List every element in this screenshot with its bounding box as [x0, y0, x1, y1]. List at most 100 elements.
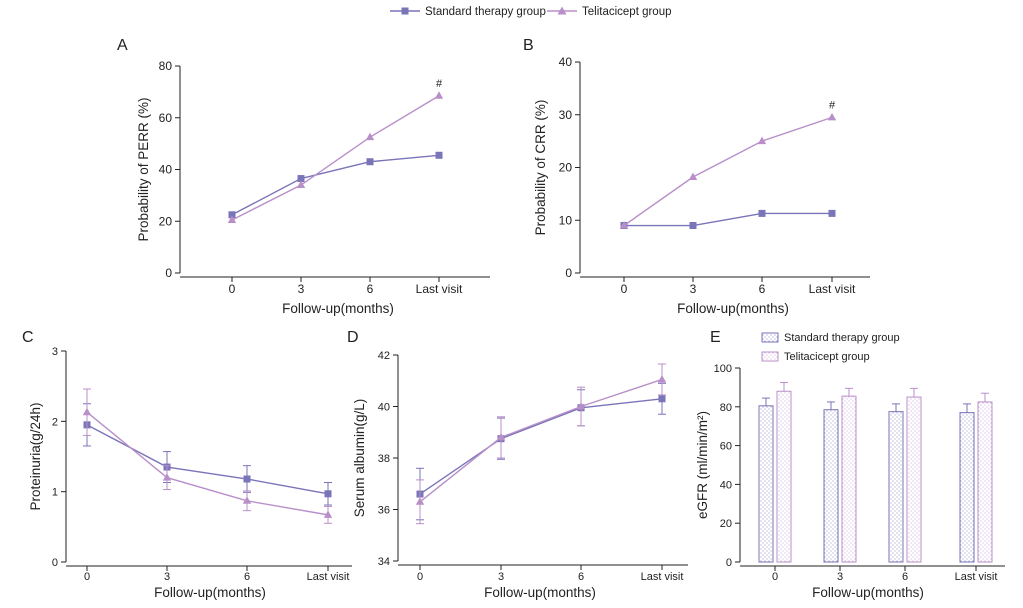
y-tick-label: 38 [378, 453, 390, 465]
data-point [658, 395, 666, 403]
series-telitacicept [227, 91, 444, 223]
data-point [324, 490, 332, 498]
x-tick-label: 6 [759, 282, 766, 296]
y-axis-title: Serum albumin(g/L) [352, 399, 367, 518]
series-telitacicept [415, 363, 667, 525]
x-axis-title: Follow-up(months) [484, 585, 596, 600]
y-tick-label: 36 [378, 505, 390, 517]
panel-b: B 0 10 20 30 40 0 3 6 Last visit Follow-up(months)… [523, 37, 870, 316]
y-axis-title: Probability of CRR (%) [533, 100, 548, 236]
x-tick-label: 3 [837, 571, 843, 583]
data-point [827, 112, 837, 121]
series-line [419, 378, 663, 503]
y-tick-label: 40 [559, 55, 573, 69]
bar [906, 396, 922, 563]
bar [888, 411, 904, 563]
y-tick-label: 100 [714, 363, 732, 375]
legend-telitacicept: Telitacicept group [547, 6, 672, 18]
x-axis-title: Follow-up(months) [282, 301, 394, 316]
x-tick-label: Last visit [307, 571, 350, 583]
bar [758, 405, 774, 563]
y-tick-label: 3 [52, 346, 58, 358]
y-tick-label: 0 [165, 266, 172, 280]
series-line [86, 424, 329, 495]
y-tick-label: 40 [159, 163, 173, 177]
y-axis-title: eGFR (ml/min/m²) [695, 411, 710, 519]
data-point [434, 91, 444, 99]
legend-standard: Standard therapy group [390, 6, 546, 18]
data-point [227, 215, 237, 223]
x-tick-label: 0 [229, 282, 236, 296]
y-tick-label: 42 [378, 350, 390, 362]
x-tick-label: 3 [164, 571, 170, 583]
panel-label: B [523, 37, 534, 54]
y-tick-label: 60 [720, 441, 732, 453]
data-point [296, 180, 306, 189]
x-tick-label: 6 [902, 571, 908, 583]
y-tick-label: 34 [378, 556, 390, 568]
y-tick-label: 0 [726, 557, 732, 569]
y-tick-label: 20 [559, 161, 573, 175]
series-standard [620, 209, 836, 230]
triangle-marker-icon [557, 6, 567, 15]
panel-label: D [347, 329, 359, 346]
bar [823, 409, 839, 563]
legend-standard-label: Standard therapy group [425, 6, 546, 18]
panel-label: A [117, 37, 128, 54]
series-telitacicept [776, 382, 993, 563]
panel-e: E 0 20 40 60 80 100 0 3 6 Last visit Follow-up(mont… [695, 329, 1005, 600]
legend-telitacicept-label: Telitacicept group [582, 6, 672, 18]
x-axis-title: Follow-up(months) [677, 301, 789, 316]
series-line [231, 95, 440, 221]
panel-label: C [22, 329, 34, 346]
panel-legend-label: Standard therapy group [784, 332, 900, 344]
y-tick-label: 0 [52, 557, 58, 569]
x-tick-label: 0 [417, 571, 423, 583]
series-standard [416, 382, 666, 521]
x-tick-label: Last visit [416, 282, 463, 296]
data-point [657, 374, 667, 383]
data-point [619, 221, 629, 229]
significance-marker: # [436, 78, 443, 90]
y-tick-label: 20 [720, 518, 732, 530]
x-tick-label: 6 [578, 571, 584, 583]
bar [776, 390, 792, 563]
top-legend: Standard therapy group Telitacicept grou… [390, 6, 672, 18]
y-axis-title: Proteinuria(g/24h) [28, 402, 43, 510]
y-tick-label: 40 [720, 479, 732, 491]
data-point [162, 473, 172, 481]
x-tick-label: Last visit [641, 571, 684, 583]
series-telitacicept [619, 112, 837, 229]
data-point [435, 151, 443, 159]
x-tick-label: 0 [772, 571, 778, 583]
significance-marker: # [829, 99, 836, 111]
y-tick-label: 2 [52, 416, 58, 428]
x-tick-label: 3 [298, 282, 305, 296]
y-axis-title: Probability of PERR (%) [136, 97, 151, 241]
data-point [82, 407, 92, 416]
data-point [415, 497, 425, 505]
data-point [688, 172, 698, 180]
y-tick-label: 60 [159, 111, 173, 125]
data-point [243, 475, 251, 483]
x-tick-label: 3 [498, 571, 504, 583]
panel-c: C 0 1 2 3 0 3 6 Last visit Follow-up(months) Prote… [22, 329, 352, 600]
y-tick-label: 80 [720, 402, 732, 414]
y-tick-label: 10 [559, 213, 573, 227]
legend-standard-swatch [761, 332, 779, 343]
data-point [758, 209, 766, 217]
y-tick-label: 1 [52, 487, 58, 499]
x-tick-label: 0 [621, 282, 628, 296]
data-point [757, 136, 767, 145]
y-tick-label: 20 [159, 214, 173, 228]
data-point [828, 209, 836, 217]
data-point [228, 211, 236, 219]
series-line [231, 154, 440, 216]
panel-label: E [710, 329, 721, 346]
x-tick-label: 6 [367, 282, 374, 296]
bar [959, 412, 975, 563]
